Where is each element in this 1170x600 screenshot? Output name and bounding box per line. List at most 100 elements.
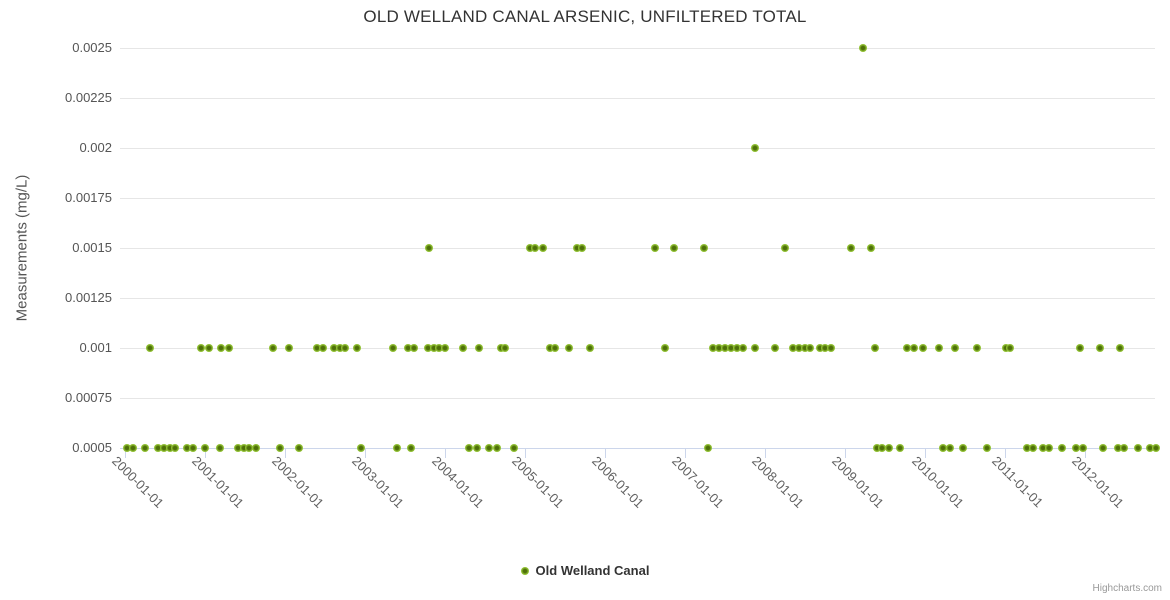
data-point[interactable] [1005,344,1014,352]
data-point[interactable] [475,344,484,352]
data-point[interactable] [245,444,253,452]
data-point[interactable] [902,344,911,352]
data-point[interactable] [858,44,867,52]
data-point[interactable] [319,344,328,352]
data-point[interactable] [233,444,242,452]
data-point[interactable] [525,244,534,252]
data-point[interactable] [424,344,433,352]
data-point[interactable] [465,444,473,452]
data-point[interactable] [739,344,748,352]
data-point[interactable] [661,344,669,352]
data-point[interactable] [909,344,918,352]
data-point[interactable] [821,344,829,352]
data-point[interactable] [1023,444,1032,452]
data-point[interactable] [493,444,501,452]
data-point[interactable] [404,344,413,352]
data-point[interactable] [1152,444,1161,452]
data-point[interactable] [918,344,927,352]
data-point[interactable] [1133,444,1142,452]
data-point[interactable] [357,444,365,452]
data-point[interactable] [240,444,249,452]
data-point[interactable] [531,244,540,252]
data-point[interactable] [709,344,717,352]
data-point[interactable] [485,444,493,452]
data-point[interactable] [751,344,760,352]
data-point[interactable] [295,444,304,452]
data-point[interactable] [171,444,180,452]
data-point[interactable] [801,344,809,352]
data-point[interactable] [896,444,905,452]
legend-item-old-welland-canal[interactable]: Old Welland Canal [520,563,649,578]
data-point[interactable] [276,444,285,452]
data-point[interactable] [336,344,345,352]
data-point[interactable] [700,244,709,252]
data-point[interactable] [1057,444,1066,452]
data-point[interactable] [951,344,960,352]
data-point[interactable] [585,344,594,352]
data-point[interactable] [285,344,293,352]
data-point[interactable] [501,344,509,352]
data-point[interactable] [1099,444,1108,452]
data-point[interactable] [216,444,225,452]
data-point[interactable] [183,444,192,452]
data-point[interactable] [1072,444,1081,452]
data-point[interactable] [509,444,518,452]
data-point[interactable] [538,244,547,252]
data-point[interactable] [867,244,876,252]
data-point[interactable] [573,244,581,252]
data-point[interactable] [551,344,560,352]
data-point[interactable] [816,344,825,352]
data-point[interactable] [1145,444,1154,452]
data-point[interactable] [217,344,225,352]
data-point[interactable] [1116,344,1125,352]
data-point[interactable] [409,344,418,352]
data-point[interactable] [651,244,660,252]
data-point[interactable] [197,344,205,352]
data-point[interactable] [973,344,981,352]
data-point[interactable] [715,344,724,352]
data-point[interactable] [1039,444,1048,452]
data-point[interactable] [934,344,943,352]
data-point[interactable] [160,444,169,452]
data-point[interactable] [1120,444,1129,452]
data-point[interactable] [751,144,760,152]
data-point[interactable] [429,344,438,352]
data-point[interactable] [329,344,338,352]
data-point[interactable] [805,344,814,352]
data-point[interactable] [153,444,162,452]
data-point[interactable] [459,344,468,352]
data-point[interactable] [441,344,449,352]
data-point[interactable] [733,344,741,352]
data-point[interactable] [353,344,361,352]
data-point[interactable] [389,344,397,352]
data-point[interactable] [313,344,321,352]
data-point[interactable] [201,444,209,452]
data-point[interactable] [983,444,992,452]
data-point[interactable] [827,344,836,352]
data-point[interactable] [945,444,954,452]
data-point[interactable] [1096,344,1105,352]
data-point[interactable] [205,344,213,352]
data-point[interactable] [435,344,444,352]
data-point[interactable] [545,344,554,352]
data-point[interactable] [1029,444,1037,452]
data-point[interactable] [877,444,886,452]
data-point[interactable] [141,444,149,452]
data-point[interactable] [789,344,797,352]
highcharts-credit[interactable]: Highcharts.com [1092,583,1162,594]
data-point[interactable] [393,444,401,452]
data-point[interactable] [1079,444,1088,452]
data-point[interactable] [721,344,729,352]
data-point[interactable] [847,244,856,252]
data-point[interactable] [795,344,804,352]
data-point[interactable] [704,444,713,452]
data-point[interactable] [577,244,586,252]
data-point[interactable] [873,444,881,452]
data-point[interactable] [129,444,137,452]
data-point[interactable] [165,444,174,452]
data-point[interactable] [1076,344,1085,352]
data-point[interactable] [189,444,197,452]
data-point[interactable] [269,344,277,352]
data-point[interactable] [145,344,154,352]
data-point[interactable] [252,444,261,452]
